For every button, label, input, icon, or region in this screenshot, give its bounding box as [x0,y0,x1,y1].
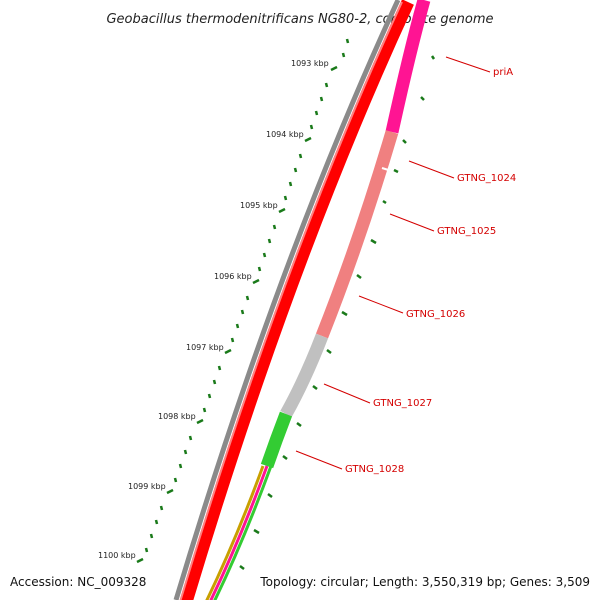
major-tick [330,65,338,72]
gene-label-gtng-1024[interactable]: GTNG_1024 [457,173,516,184]
gene-label-gtng-1025[interactable]: GTNG_1025 [437,226,496,237]
gene-gtng-1024-1026[interactable] [315,130,399,339]
gene-label-priA[interactable]: priA [493,67,513,78]
gene-label-gtng-1026[interactable]: GTNG_1026 [406,309,465,320]
tick-label: 1095 kbp [240,201,278,210]
tick-label: 1094 kbp [266,130,304,139]
gene-label-gtng-1028[interactable]: GTNG_1028 [345,464,404,475]
forward-cds-track[interactable] [179,0,414,600]
gene-label-gtng-1027[interactable]: GTNG_1027 [373,398,432,409]
major-tick [278,207,286,214]
forward-cds-band [179,0,414,600]
genome-backbone [173,0,401,600]
minor-ticks [144,38,350,553]
genome-summary-text: Topology: circular; Length: 3,550,319 bp… [259,575,590,589]
gene-gtng-1027[interactable] [280,333,329,418]
major-tick [136,557,144,564]
gene-callouts [295,56,491,470]
gene-stripe-gold [205,465,265,600]
reverse-gene-track[interactable] [205,0,431,600]
major-tick [252,278,260,285]
gene-stripe-magenta [209,465,269,600]
gene-labels: priA GTNG_1024 GTNG_1025 GTNG_1026 GTNG_… [345,67,516,475]
forward-cds-highlight [179,1,403,600]
reverse-tick-dots [239,55,436,570]
major-tick [304,136,312,143]
major-tick [196,418,204,425]
tick-label: 1099 kbp [128,482,166,491]
tick-label: 1098 kbp [158,412,196,421]
gene-gtng-1028[interactable] [260,411,293,469]
tick-label: 1096 kbp [214,272,252,281]
tick-label: 1097 kbp [186,343,224,352]
major-tick [224,348,232,355]
gene-priA[interactable] [385,0,431,134]
tick-label: 1100 kbp [98,551,136,560]
accession-text: Accession: NC_009328 [10,575,146,589]
tick-marks [136,65,338,564]
tick-labels: 1093 kbp 1094 kbp 1095 kbp 1096 kbp 1097… [98,59,329,560]
major-tick [166,488,174,495]
tick-label: 1093 kbp [291,59,329,68]
map-title: Geobacillus thermodenitrificans NG80-2, … [106,12,493,27]
gene-stripe-green [213,465,273,600]
